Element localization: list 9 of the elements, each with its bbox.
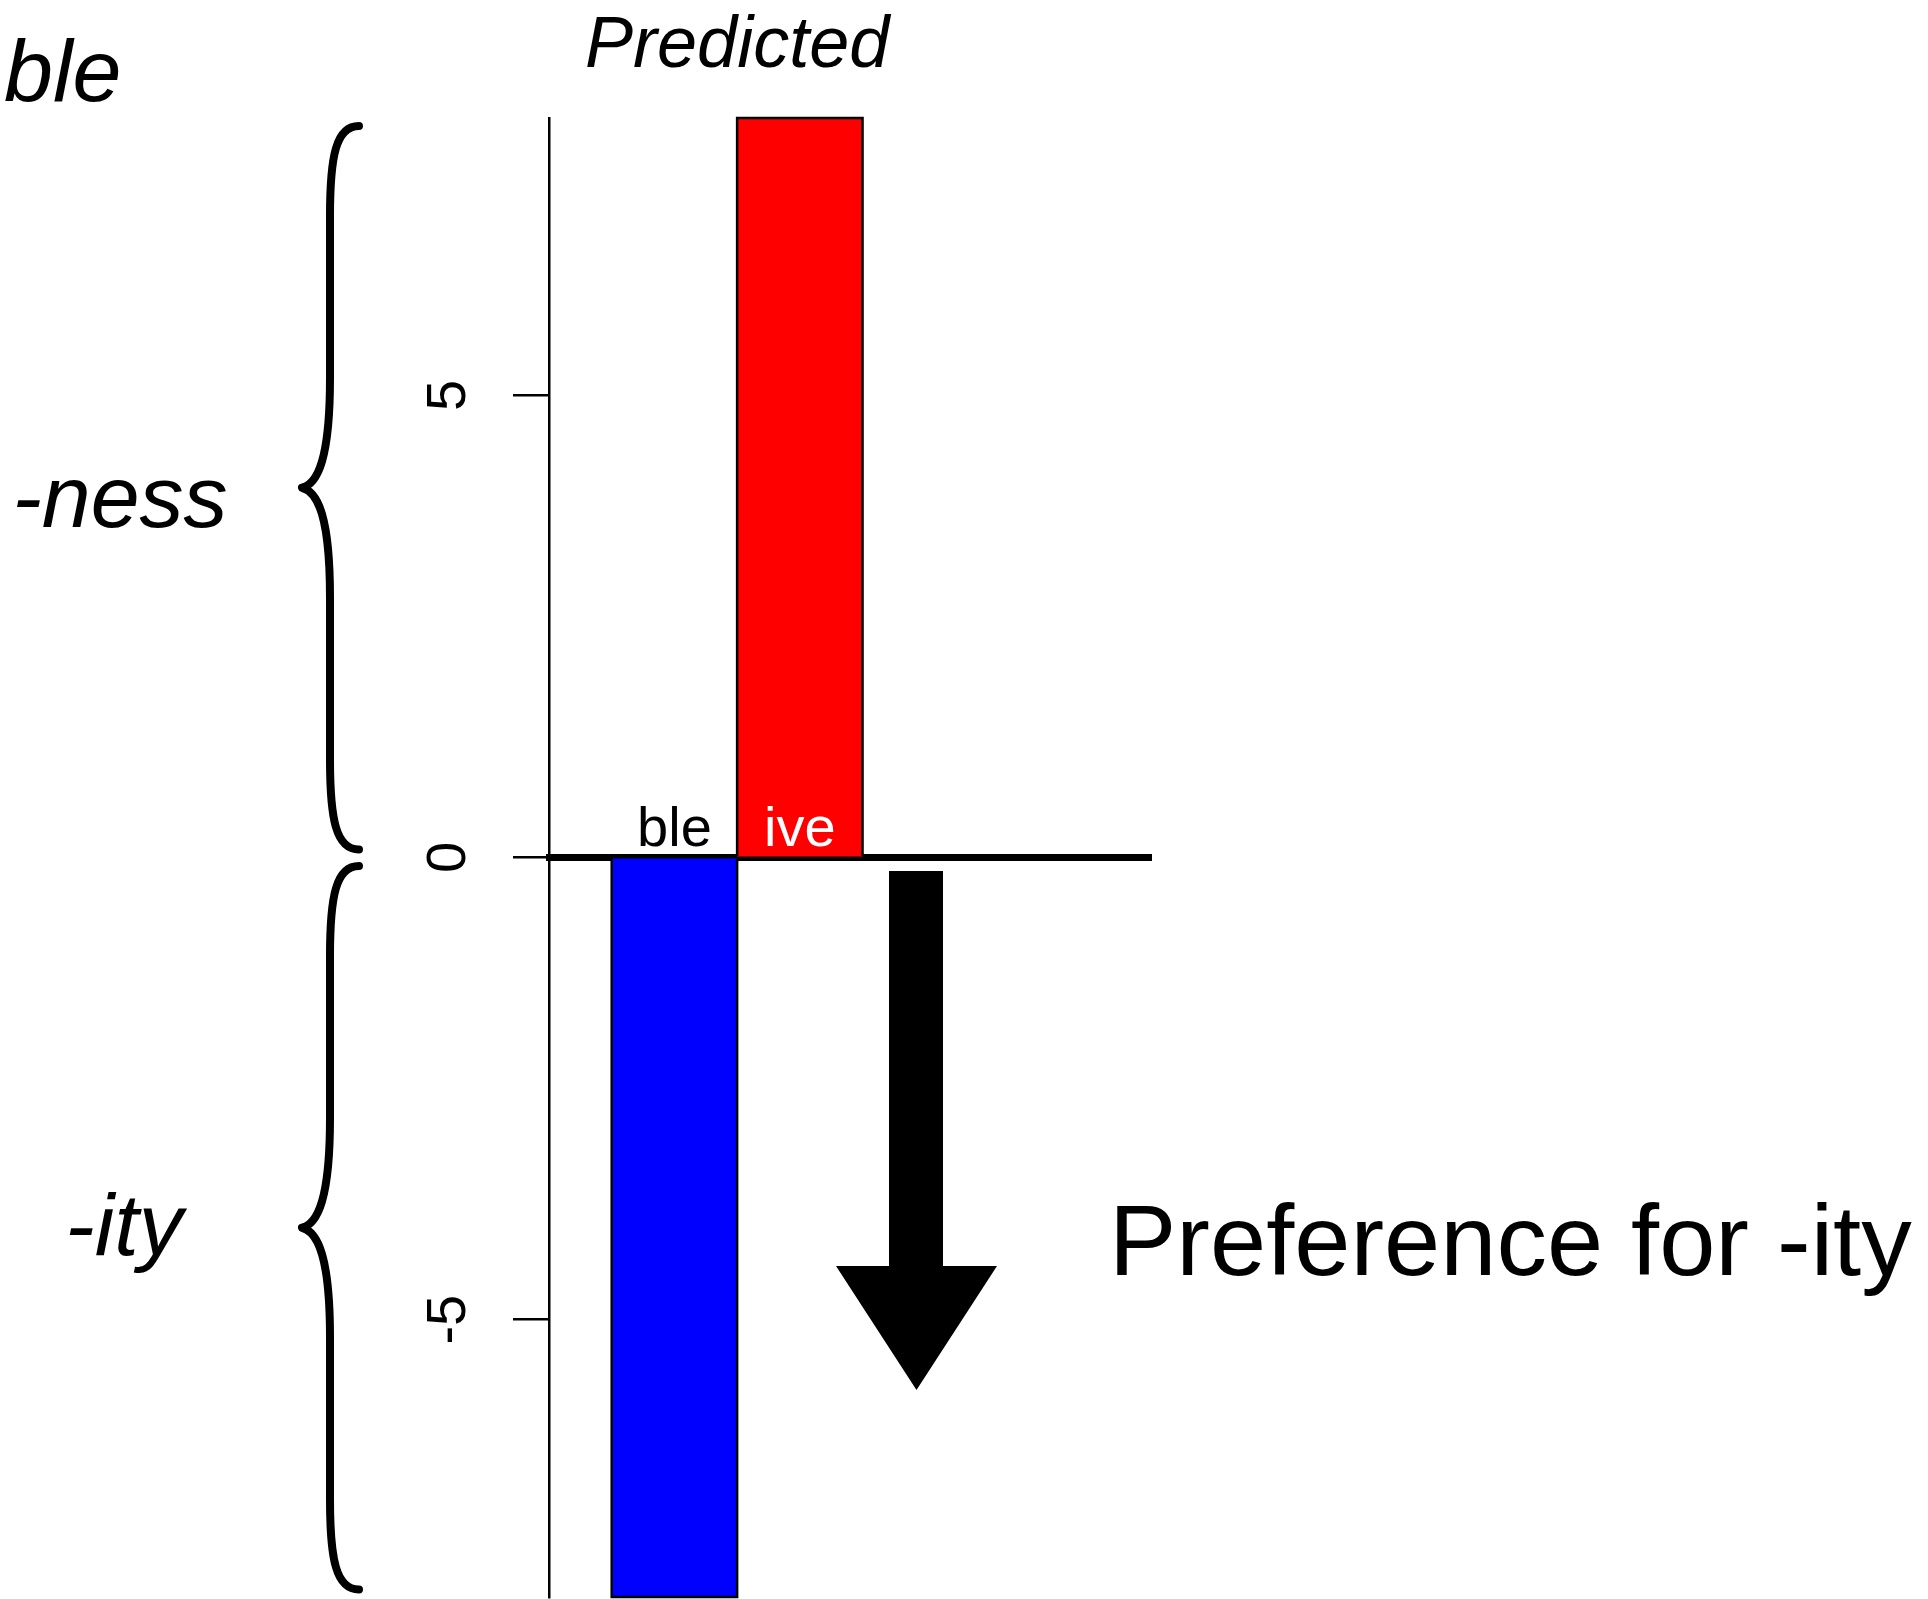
y-tick-label: 0 [414,841,477,874]
text: -ity [65,1175,188,1274]
chart-title: Predicted [585,2,892,82]
text: -ness [12,447,228,546]
y-tick-label: -5 [414,1294,477,1345]
text: ble [4,21,122,120]
x-tick-label: ive [764,794,836,858]
text: Preference for -ity [1109,1184,1913,1296]
y-tick-label: 5 [414,379,477,411]
